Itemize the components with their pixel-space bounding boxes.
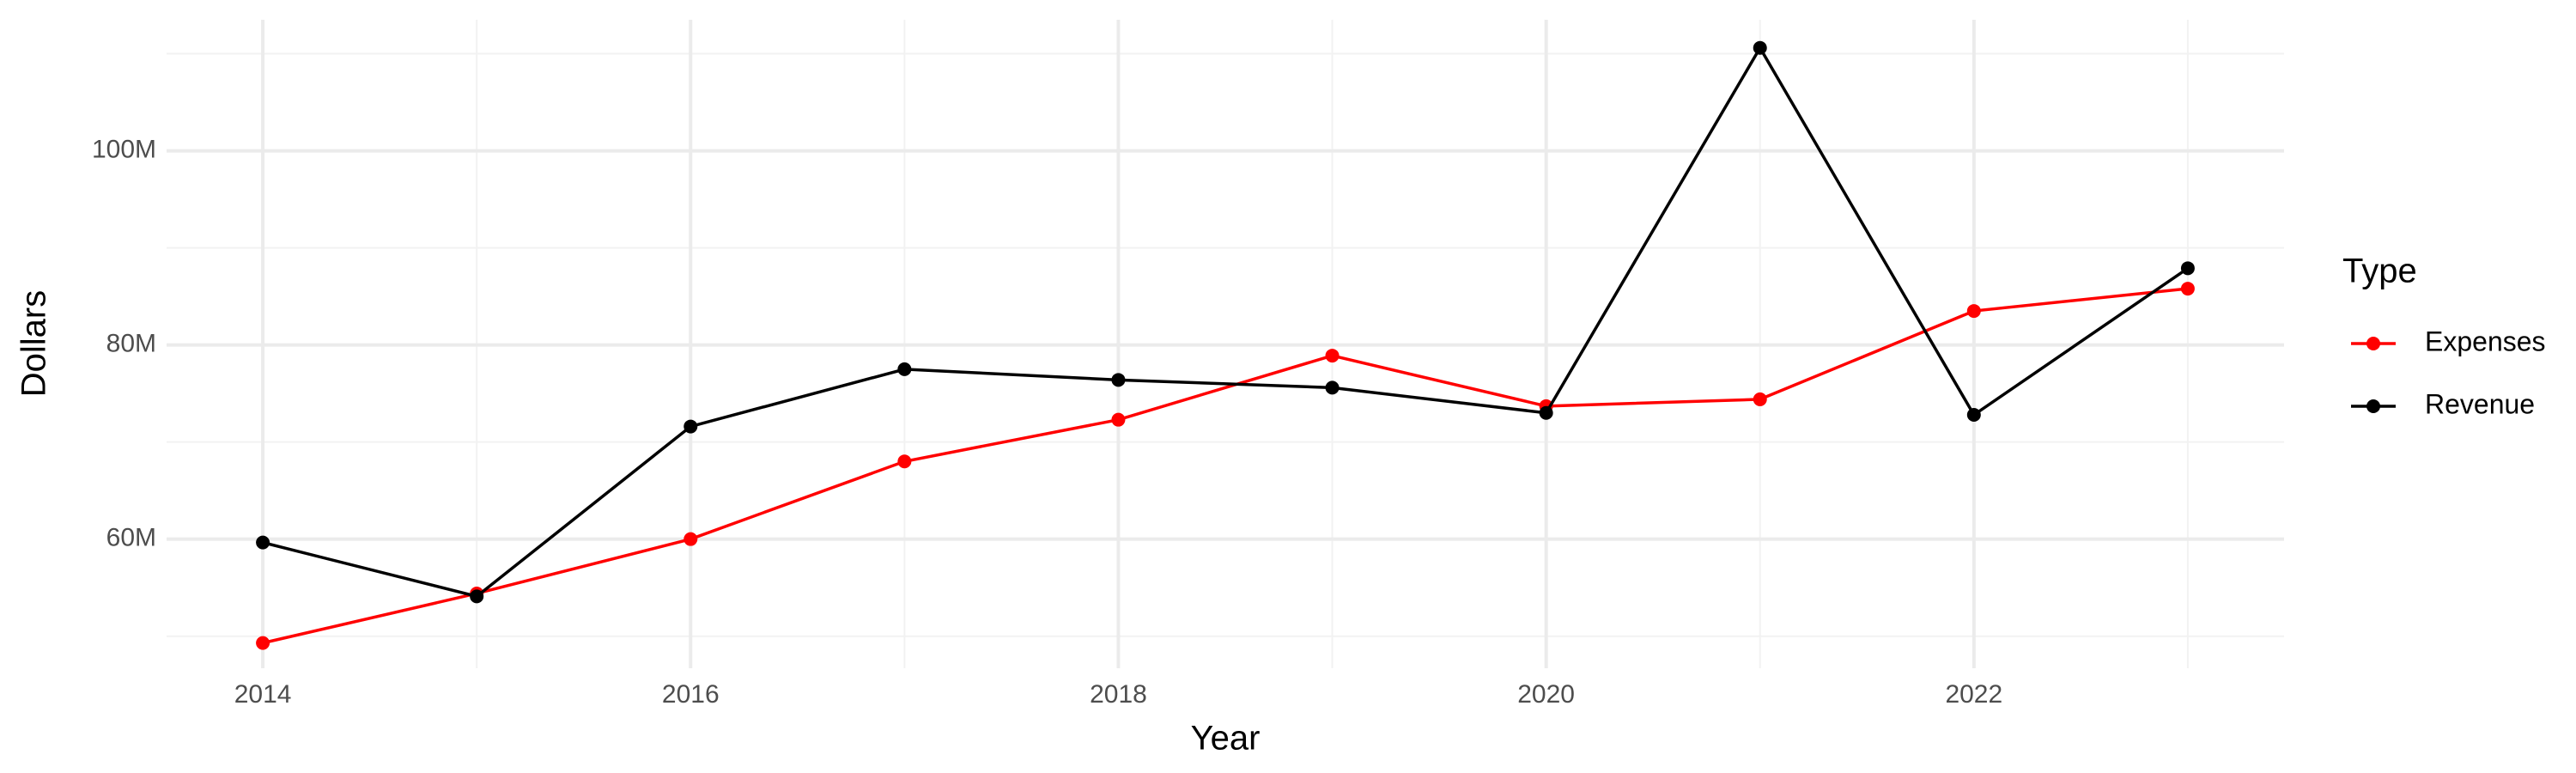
data-point	[1325, 349, 1340, 363]
x-tick-label: 2022	[1945, 680, 2002, 709]
data-point	[1753, 40, 1767, 55]
data-point	[256, 535, 270, 550]
data-point	[1539, 405, 1553, 420]
x-tick-label: 2016	[662, 680, 720, 709]
x-tick-label: 2018	[1090, 680, 1147, 709]
data-point	[683, 419, 698, 434]
data-point	[1966, 304, 1981, 319]
x-axis-title: Year	[1191, 720, 1261, 758]
x-tick-label: 2020	[1517, 680, 1575, 709]
legend-label: Revenue	[2425, 388, 2535, 419]
data-point	[897, 454, 912, 469]
legend-key-point	[2366, 337, 2380, 350]
y-tick-label: 80M	[106, 330, 156, 358]
data-point	[2180, 282, 2195, 296]
x-tick-label: 2014	[234, 680, 292, 709]
series-line	[262, 287, 2189, 645]
data-point	[470, 589, 484, 604]
legend-title: Type	[2342, 253, 2417, 290]
data-point	[1111, 412, 1126, 427]
data-point	[683, 532, 698, 546]
legend-label: Expenses	[2425, 326, 2546, 356]
y-axis-title: Dollars	[15, 290, 53, 397]
data-point	[1325, 380, 1340, 395]
legend-key-point	[2366, 399, 2380, 413]
data-point	[1753, 392, 1767, 406]
data-point	[1966, 408, 1981, 423]
data-point	[256, 636, 270, 650]
series-line	[262, 45, 2189, 599]
data-point	[897, 362, 912, 376]
data-point	[2180, 261, 2195, 276]
data-point	[1111, 373, 1126, 387]
y-tick-label: 60M	[106, 524, 156, 552]
y-tick-label: 100M	[92, 136, 156, 164]
